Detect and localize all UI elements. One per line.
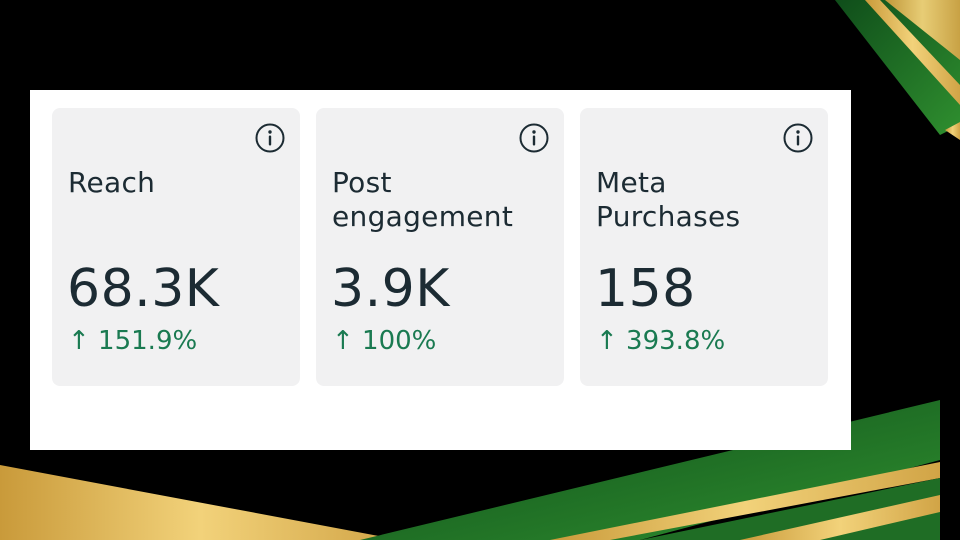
metric-change: ↑ 151.9% [68,326,198,356]
metric-title: Post engagement [332,166,514,233]
info-icon[interactable] [782,122,814,154]
metric-card-reach[interactable]: Reach 68.3K ↑ 151.9% [52,108,300,386]
info-icon[interactable] [518,122,550,154]
metric-value: 3.9K [331,259,450,319]
metric-value: 158 [595,259,696,319]
top-right-ribbon [835,0,960,140]
metrics-panel: Reach 68.3K ↑ 151.9% Post engagement 3.9… [30,90,851,450]
info-icon[interactable] [254,122,286,154]
metric-change: ↑ 393.8% [596,326,726,356]
metric-value: 68.3K [67,259,220,319]
metric-title: Reach [68,166,156,199]
metric-card-meta-purchases[interactable]: Meta Purchases 158 ↑ 393.8% [580,108,828,386]
metric-change: ↑ 100% [332,326,437,356]
metric-title: Meta Purchases [596,166,741,233]
metric-card-post-engagement[interactable]: Post engagement 3.9K ↑ 100% [316,108,564,386]
